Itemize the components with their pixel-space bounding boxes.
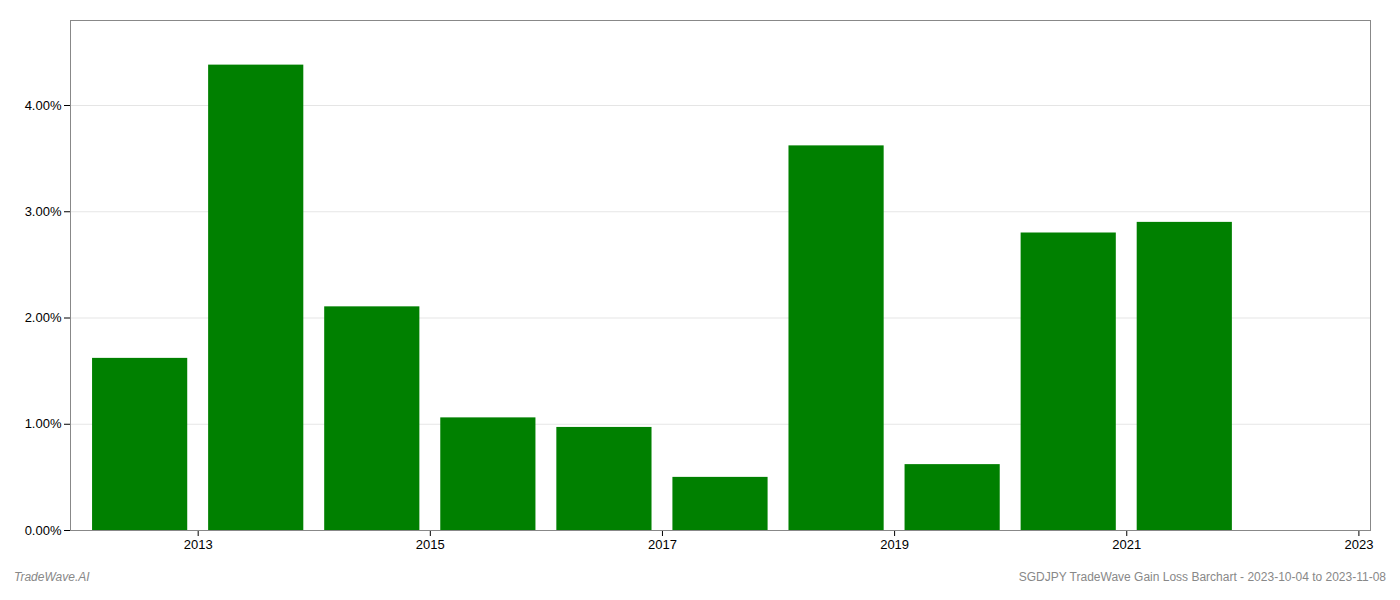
- svg-text:2021: 2021: [1112, 537, 1141, 552]
- html-text:SGDJPY TradeWave Gain Loss Bar: SGDJPY TradeWave Gain Loss Barchart - 20…: [1018, 570, 1386, 584]
- svg-text:2017: 2017: [648, 537, 677, 552]
- html-text:TradeWave.AI: TradeWave.AI: [14, 570, 90, 584]
- svg-text:1.00%: 1.00%: [25, 416, 62, 431]
- svg-text:2015: 2015: [416, 537, 445, 552]
- svg-text:3.00%: 3.00%: [25, 204, 62, 219]
- svg-text:2023: 2023: [1344, 537, 1373, 552]
- svg-text:2019: 2019: [880, 537, 909, 552]
- svg-text:4.00%: 4.00%: [25, 98, 62, 113]
- svg-text:2013: 2013: [184, 537, 213, 552]
- svg-text:0.00%: 0.00%: [25, 523, 62, 538]
- svg-text:2.00%: 2.00%: [25, 310, 62, 325]
